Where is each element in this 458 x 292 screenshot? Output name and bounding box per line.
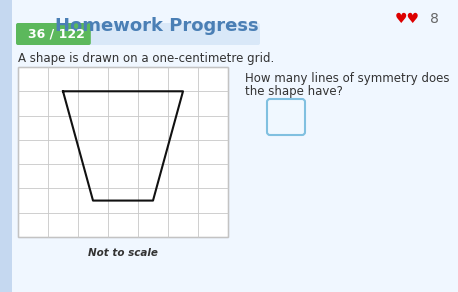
Text: A shape is drawn on a one-centimetre grid.: A shape is drawn on a one-centimetre gri… bbox=[18, 52, 274, 65]
Text: 8: 8 bbox=[430, 12, 439, 26]
Text: the shape have?: the shape have? bbox=[245, 85, 343, 98]
FancyBboxPatch shape bbox=[16, 23, 260, 45]
Text: Homework Progress: Homework Progress bbox=[55, 17, 259, 35]
Text: 36 / 122: 36 / 122 bbox=[28, 27, 85, 41]
Text: ♥♥: ♥♥ bbox=[395, 12, 420, 26]
FancyBboxPatch shape bbox=[267, 99, 305, 135]
Bar bbox=[0, 0, 12, 292]
Text: Not to scale: Not to scale bbox=[88, 248, 158, 258]
FancyBboxPatch shape bbox=[16, 23, 91, 45]
Bar bbox=[18, 67, 228, 237]
Text: How many lines of symmetry does: How many lines of symmetry does bbox=[245, 72, 449, 85]
